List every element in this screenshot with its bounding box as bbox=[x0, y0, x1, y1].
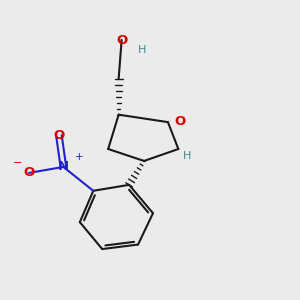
Text: H: H bbox=[183, 151, 191, 161]
Text: +: + bbox=[75, 152, 84, 162]
Text: O: O bbox=[23, 167, 35, 179]
Text: H: H bbox=[138, 45, 146, 55]
Text: O: O bbox=[174, 115, 185, 128]
Text: N: N bbox=[58, 160, 69, 173]
Text: O: O bbox=[116, 34, 127, 46]
Text: O: O bbox=[53, 129, 64, 142]
Text: −: − bbox=[12, 158, 22, 168]
